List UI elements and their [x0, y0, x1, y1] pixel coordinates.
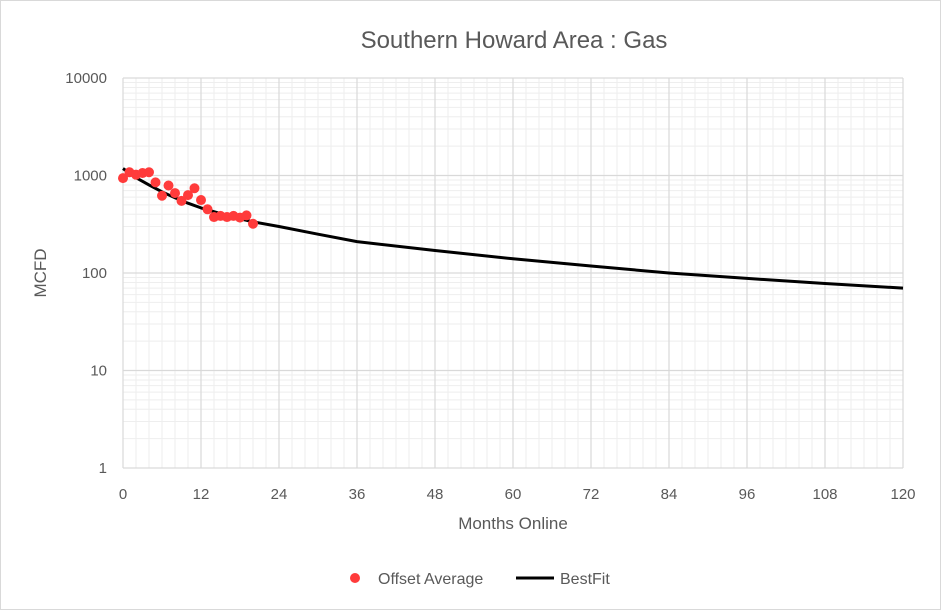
x-tick-label: 84 — [661, 486, 678, 503]
x-tick-label: 60 — [505, 486, 522, 503]
offset-average-series — [118, 167, 258, 229]
legend-label-offset-average: Offset Average — [378, 571, 483, 588]
offset-average-point — [163, 180, 174, 191]
x-tick-label: 96 — [739, 486, 756, 503]
legend: Offset Average BestFit — [350, 571, 610, 588]
chart-title: Southern Howard Area : Gas — [361, 27, 668, 54]
offset-average-point — [150, 177, 161, 188]
offset-average-point — [196, 195, 206, 206]
x-tick-label: 0 — [119, 486, 127, 503]
offset-average-point — [202, 204, 213, 215]
x-tick-label: 12 — [193, 486, 210, 503]
x-tick-label: 24 — [271, 486, 288, 503]
offset-average-point — [170, 188, 180, 199]
major-gridlines — [122, 77, 904, 469]
x-tick-label: 72 — [583, 486, 600, 503]
offset-average-point — [248, 218, 258, 229]
offset-average-point — [241, 210, 252, 221]
x-tick-label: 108 — [812, 486, 837, 503]
offset-average-point — [189, 183, 200, 194]
offset-average-point — [144, 167, 154, 178]
offset-average-point — [183, 190, 193, 201]
y-tick-label: 10 — [90, 363, 107, 380]
offset-average-point — [118, 173, 128, 184]
x-tick-label: 36 — [349, 486, 366, 503]
y-axis-label: MCFD — [31, 248, 50, 297]
legend-marker-offset-average — [350, 573, 360, 583]
x-tick-label: 48 — [427, 486, 444, 503]
offset-average-point — [157, 190, 167, 201]
y-tick-label: 10000 — [65, 70, 107, 87]
x-axis-ticks: 0 12 24 36 48 60 72 84 96 108 120 — [119, 486, 916, 503]
legend-label-bestfit: BestFit — [560, 571, 610, 588]
x-axis-label: Months Online — [458, 514, 568, 533]
y-tick-label: 1 — [99, 460, 107, 477]
offset-average-point — [176, 195, 187, 206]
y-tick-label: 100 — [82, 265, 107, 282]
y-axis-ticks: 1 10 100 1000 10000 — [65, 70, 107, 477]
y-tick-label: 1000 — [74, 168, 107, 185]
x-tick-label: 120 — [890, 486, 915, 503]
